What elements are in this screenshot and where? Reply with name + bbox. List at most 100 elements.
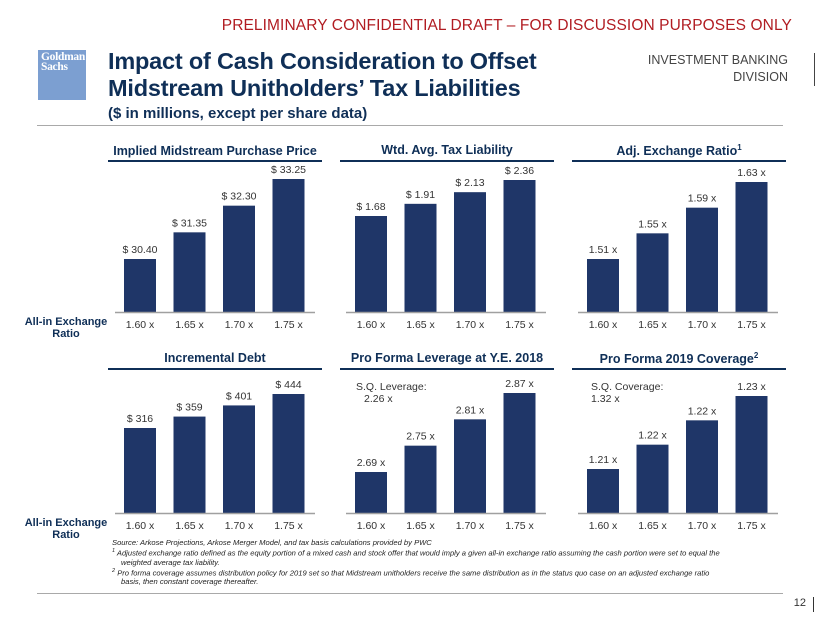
division-line2: DIVISION [733,70,788,84]
page-title-line2: Midstream Unitholders’ Tax Liabilities [108,75,521,101]
data-label: $ 2.36 [505,165,534,177]
row-label-top: All-in Exchange Ratio [22,316,110,340]
bar [404,445,437,513]
x-tick-label: 1.60 x [589,520,618,532]
bar [223,405,255,513]
data-label: 1.22 x [638,430,667,442]
chart-title-rule [340,368,554,370]
data-label: 2.81 x [456,404,485,416]
chart-title-rule [572,368,786,370]
bar [223,205,255,312]
bar [124,259,156,312]
chart-title: Incremental Debt [164,351,266,365]
x-tick-label: 1.65 x [406,319,435,331]
chart-title-rule [108,160,322,162]
data-label: 1.63 x [737,167,766,179]
chart-pro-forma-coverage: 1.21 x 1.60 x 1.22 x 1.65 x 1.22 x 1.70 x 1.23… [578,381,778,532]
data-label: 1.22 x [688,405,717,417]
data-label: $ 401 [226,390,252,402]
status-quo-leverage-note: S.Q. Leverage: 2.26 x [356,381,427,405]
status-quo-coverage-note: S.Q. Coverage: 1.32 x [591,381,663,405]
data-label: $ 31.35 [172,217,207,229]
footer-divider [37,593,783,594]
data-label: 1.23 x [737,381,766,393]
note-line1: S.Q. Coverage: [591,381,664,393]
bar [503,180,536,312]
bar [355,216,387,312]
data-label: 1.59 x [688,193,717,205]
x-tick-label: 1.75 x [737,319,766,331]
x-tick-label: 1.65 x [406,520,435,532]
bar [272,394,305,513]
data-label: $ 359 [176,402,202,414]
bar [735,396,768,513]
row-label-line1: All-in Exchange [24,517,108,529]
logo-text-line2: Sachs [41,61,68,73]
bar [503,393,536,513]
data-label: $ 33.25 [271,164,306,176]
row-label-line2: Ratio [52,328,80,340]
data-label: 1.51 x [589,244,618,256]
data-label: $ 1.68 [356,201,385,213]
bar [587,469,619,513]
chart-tax-liability: $ 1.68 1.60 x $ 1.91 1.65 x $ 2.13 1.70 x $ 2.… [346,165,546,331]
data-label: 2.87 x [505,378,534,390]
data-label: $ 444 [275,379,301,391]
note-line2: 2.26 x [364,393,393,405]
goldman-sachs-logo: Goldman Sachs [38,50,86,100]
bar [454,419,486,513]
x-tick-label: 1.70 x [688,319,717,331]
bar [272,179,305,312]
x-tick-label: 1.65 x [175,520,204,532]
bar [587,259,619,312]
bar [686,420,718,513]
chart-adj-exchange-ratio: 1.51 x 1.60 x 1.55 x 1.65 x 1.59 x 1.70 x 1.63… [578,167,778,331]
footnote-2: 2 Pro forma coverage assumes distributio… [112,567,710,578]
x-tick-label: 1.75 x [505,319,534,331]
footnote-2-cont: basis, then constant coverage thereafter… [121,577,259,587]
chart-title: Wtd. Avg. Tax Liability [381,143,513,157]
division-divider [814,53,815,86]
x-tick-label: 1.60 x [126,520,155,532]
x-tick-label: 1.70 x [456,319,485,331]
division-label: INVESTMENT BANKING DIVISION [648,52,788,86]
bar [636,444,669,513]
page-number: 12 [793,597,806,609]
chart-pro-forma-leverage: 2.69 x 1.60 x 2.75 x 1.65 x 2.81 x 1.70 x 2.87… [346,378,546,532]
data-label: $ 32.30 [221,191,256,203]
x-tick-label: 1.65 x [638,319,667,331]
data-label: 1.21 x [589,454,618,466]
x-tick-label: 1.70 x [456,520,485,532]
x-tick-label: 1.70 x [688,520,717,532]
chart-purchase-price: $ 30.40 1.60 x $ 31.35 1.65 x $ 32.30 1.70 x $… [115,164,315,331]
bar [173,416,206,513]
bar [355,472,387,513]
chart-title-rule [572,160,786,162]
source-note: Source: Arkose Projections, Arkose Merge… [112,538,432,547]
footnote-1: 1 Adjusted exchange ratio defined as the… [112,548,720,558]
draft-banner: PRELIMINARY CONFIDENTIAL DRAFT – FOR DIS… [221,17,792,34]
bar [173,232,206,312]
footnote-1-cont: weighted average tax liability. [121,557,220,567]
chart-title: Implied Midstream Purchase Price [113,144,317,159]
header-divider [37,125,783,126]
chart-title-rule [340,160,554,162]
note-line2: 1.32 x [591,393,620,405]
page-title-line1: Impact of Cash Consideration to Offset [108,48,537,74]
bar [735,182,768,312]
bar [404,203,437,312]
data-label: $ 30.40 [122,244,157,256]
data-label: $ 2.13 [455,177,484,189]
row-label-line1: All-in Exchange [24,316,108,328]
chart-title: Adj. Exchange Ratio1 [616,143,742,159]
chart-title: Pro Forma 2019 Coverage2 [599,351,759,367]
data-label: $ 316 [127,413,153,425]
bar [454,192,486,312]
x-tick-label: 1.70 x [225,319,254,331]
data-label: $ 1.91 [406,189,435,201]
x-tick-label: 1.65 x [638,520,667,532]
chart-title-rule [108,368,322,370]
page-subtitle: ($ in millions, except per share data) [108,105,368,122]
x-tick-label: 1.75 x [274,520,303,532]
x-tick-label: 1.60 x [126,319,155,331]
